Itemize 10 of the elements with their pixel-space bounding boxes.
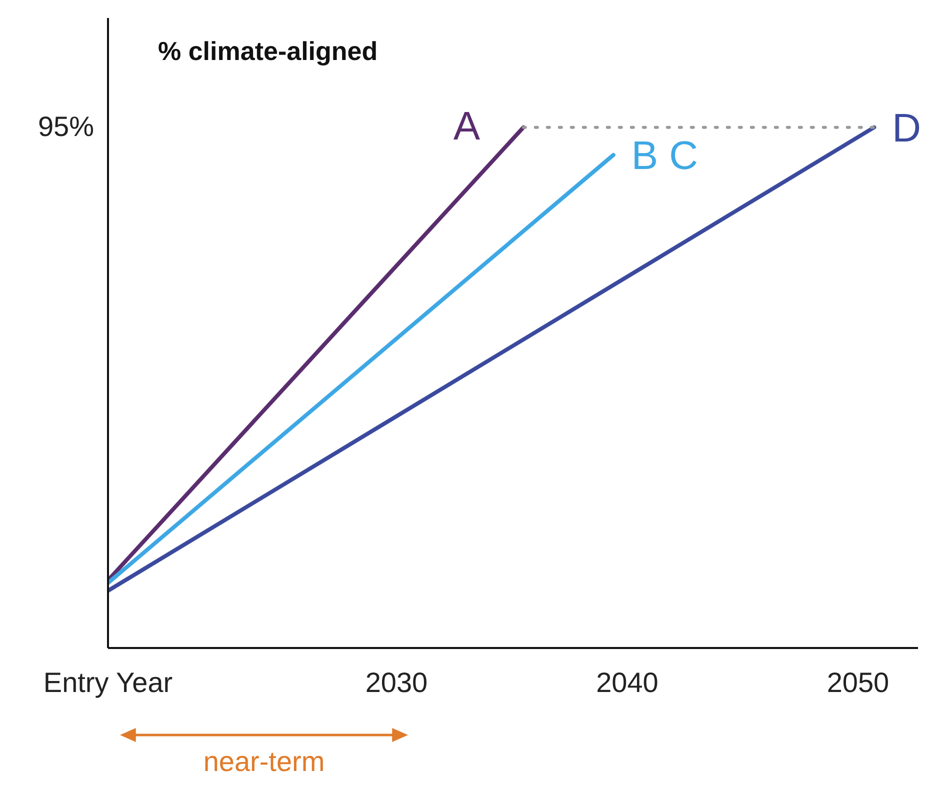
series-label: A [453, 104, 480, 148]
series-label: D [892, 106, 922, 150]
x-tick-label: 2040 [596, 666, 658, 698]
text: 95% [36, 110, 94, 144]
text: near-term [202, 746, 326, 778]
x-tick-label: Entry Year [43, 666, 173, 698]
chart-title: % climate-aligned [158, 36, 378, 67]
series-label: B C [631, 134, 698, 178]
x-tick-label: 2050 [826, 666, 890, 698]
x-tick-label: 2030 [365, 666, 428, 698]
